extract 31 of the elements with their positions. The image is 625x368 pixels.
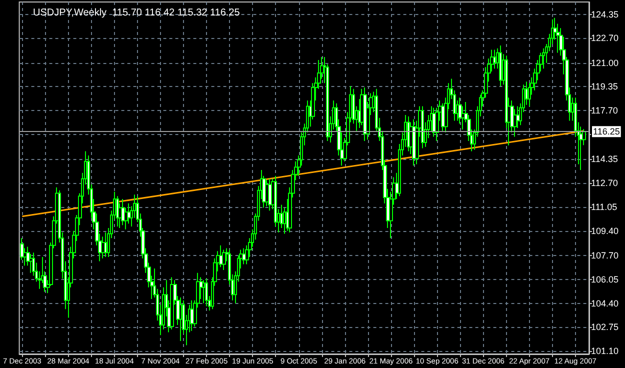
ref-line-label: 116.25 — [593, 126, 620, 137]
y-tick-label: 107.70 — [591, 250, 619, 260]
candlestick — [542, 48, 545, 70]
y-tick-label: 101.10 — [591, 346, 619, 356]
text: USDJPY,Weekly 115.70 116.42 115.32 116.25 — [33, 8, 240, 18]
candlestick — [179, 297, 182, 342]
candlestick — [205, 278, 208, 307]
y-tick-label: 121.00 — [591, 58, 619, 68]
candlestick — [222, 249, 226, 270]
y-tick-label: 106.05 — [591, 274, 619, 284]
candlestick — [242, 248, 246, 265]
y-tick-label: 111.05 — [591, 202, 618, 212]
candlestick — [121, 198, 125, 226]
candlestick — [170, 276, 174, 330]
y-tick-label: 102.75 — [591, 322, 619, 332]
y-tick-label: 114.35 — [591, 154, 618, 164]
candlestick — [202, 280, 205, 304]
candlestick — [499, 44, 502, 87]
candlestick — [493, 49, 496, 70]
candlestick — [104, 232, 107, 258]
y-tick-label: 124.35 — [591, 9, 619, 20]
y-tick-label: 109.40 — [591, 226, 619, 236]
y-tick-label: 119.35 — [591, 82, 618, 92]
candlestick — [219, 244, 223, 268]
candlestick — [421, 106, 424, 149]
y-tick-label: 112.70 — [591, 178, 618, 188]
candlestick — [579, 126, 583, 171]
y-tick-label: 104.40 — [591, 298, 619, 308]
y-tick-label: 122.70 — [591, 33, 619, 44]
y-tick-label: 117.70 — [591, 106, 618, 116]
candlestick — [116, 196, 119, 228]
